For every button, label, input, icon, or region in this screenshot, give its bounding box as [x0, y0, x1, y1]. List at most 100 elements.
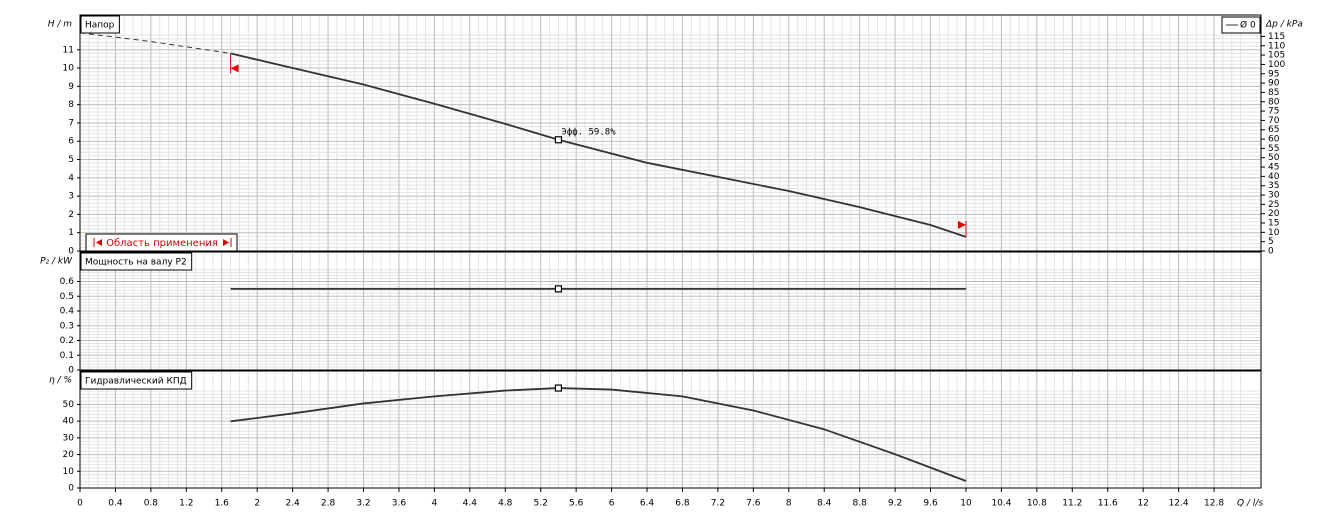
y2-tick-label: 105: [1268, 51, 1285, 61]
x-tick-label: 10.4: [991, 499, 1011, 509]
x-tick-label: 0.4: [108, 499, 123, 509]
y-tick-label: 9: [68, 82, 74, 92]
y-tick-label: 0.3: [60, 321, 74, 331]
x-tick-label: 4: [432, 499, 438, 509]
y2-tick-label: 60: [1268, 135, 1280, 145]
y2-tick-label: 30: [1268, 191, 1280, 201]
range-start-arrow: [230, 64, 239, 73]
y2-tick-label: 20: [1268, 209, 1280, 219]
y-tick-label: 0: [68, 366, 74, 376]
y-tick-label: 3: [68, 192, 74, 202]
y2-tick-label: 110: [1268, 41, 1285, 51]
panel-title: Мощность на валу P2: [85, 258, 187, 268]
y-tick-label: 0.4: [60, 307, 75, 317]
x-tick-label: 0: [77, 499, 83, 509]
x-tick-label: 3.6: [392, 499, 407, 509]
y2-tick-label: 75: [1268, 107, 1279, 117]
x-tick-label: 3.2: [356, 499, 370, 509]
y2-tick-label: 10: [1268, 228, 1280, 238]
y2-tick-label: 5: [1268, 237, 1274, 247]
y-axis-label: H / m: [48, 20, 73, 30]
dashed-curve: [79, 32, 231, 54]
y-tick-label: 0.6: [60, 277, 75, 287]
x-tick-label: 7.6: [746, 499, 761, 509]
y-tick-label: 30: [63, 433, 75, 443]
y-tick-label: 8: [68, 100, 74, 110]
y2-tick-label: 70: [1268, 116, 1280, 126]
y2-tick-label: 55: [1268, 144, 1279, 154]
x-tick-label: 10: [960, 499, 972, 509]
x-tick-label: 2.8: [321, 499, 336, 509]
x-tick-label: 1.2: [179, 499, 193, 509]
y-tick-label: 0: [68, 247, 74, 257]
y-tick-label: 40: [63, 417, 75, 427]
y-tick-label: 6: [68, 137, 74, 147]
y-tick-label: 20: [63, 450, 75, 460]
y2-axis-label: Δp / kPa: [1265, 20, 1303, 30]
x-tick-label: 6: [609, 499, 615, 509]
y2-tick-label: 0: [1268, 247, 1274, 257]
x-tick-label: 2.4: [285, 499, 300, 509]
panel-title-bg: [80, 371, 193, 390]
y2-tick-label: 80: [1268, 97, 1280, 107]
y2-tick-label: 50: [1268, 153, 1280, 163]
x-tick-label: 11.6: [1098, 499, 1118, 509]
x-tick-label: 0.8: [144, 499, 159, 509]
duty-point-marker: [554, 285, 563, 293]
y-tick-label: 7: [68, 118, 74, 128]
y-tick-label: 10: [63, 64, 75, 74]
x-tick-label: 12.8: [1204, 499, 1224, 509]
panel-title: Гидравлический КПД: [85, 377, 187, 387]
y2-tick-label: 45: [1268, 163, 1279, 173]
range-box-right-arrow: [223, 239, 229, 246]
annotation: Эфф. 59.8%: [561, 127, 616, 137]
x-tick-label: 8.8: [852, 499, 867, 509]
panel-title-bg: [80, 252, 193, 271]
y2-tick-label: 85: [1268, 88, 1279, 98]
y-tick-label: 0.2: [60, 336, 74, 346]
range-end-arrow: [957, 220, 966, 229]
y-tick-label: 5: [68, 155, 74, 165]
x-tick-label: 9.2: [888, 499, 902, 509]
y-tick-label: 1: [68, 228, 74, 238]
panel-title: Напор: [85, 21, 115, 31]
panel-frame: [79, 370, 1262, 489]
x-axis-label: Q / l/s: [1237, 499, 1263, 509]
x-tick-label: 12.4: [1169, 499, 1189, 509]
y-tick-label: 0.1: [60, 351, 74, 361]
y2-tick-label: 25: [1268, 200, 1279, 210]
y2-tick-label: 65: [1268, 125, 1279, 135]
x-tick-label: 12: [1137, 499, 1148, 509]
curve: [230, 387, 967, 482]
y2-tick-label: 35: [1268, 181, 1279, 191]
y-tick-label: 0.5: [60, 292, 74, 302]
panel-frame: [79, 14, 1262, 252]
y-tick-label: 10: [63, 467, 75, 477]
x-tick-label: 6.8: [675, 499, 690, 509]
y-tick-label: 11: [63, 45, 74, 55]
curve: [230, 52, 967, 238]
duty-point-marker: [554, 136, 563, 144]
x-tick-label: 1.6: [215, 499, 230, 509]
y2-tick-label: 40: [1268, 172, 1280, 182]
panel-title-bg: [80, 15, 120, 34]
y-tick-label: 50: [63, 400, 75, 410]
x-tick-label: 8.4: [817, 499, 832, 509]
y2-tick-label: 115: [1268, 32, 1285, 42]
panel-frame: [79, 251, 1262, 371]
y-axis-label: η / %: [49, 376, 72, 386]
duty-point-marker: [554, 384, 563, 392]
y-axis-label: P₂ / kW: [40, 257, 73, 267]
range-label: Область применения: [106, 238, 218, 249]
x-tick-label: 4.8: [498, 499, 513, 509]
y2-tick-label: 15: [1268, 219, 1279, 229]
x-tick-label: 5.2: [534, 499, 548, 509]
x-tick-label: 4.4: [463, 499, 478, 509]
x-tick-label: 9.6: [923, 499, 938, 509]
x-tick-label: 2: [254, 499, 260, 509]
y-tick-label: 0: [68, 484, 74, 494]
x-tick-label: 5.6: [569, 499, 584, 509]
y-tick-label: 4: [68, 173, 74, 183]
y2-tick-label: 95: [1268, 69, 1279, 79]
